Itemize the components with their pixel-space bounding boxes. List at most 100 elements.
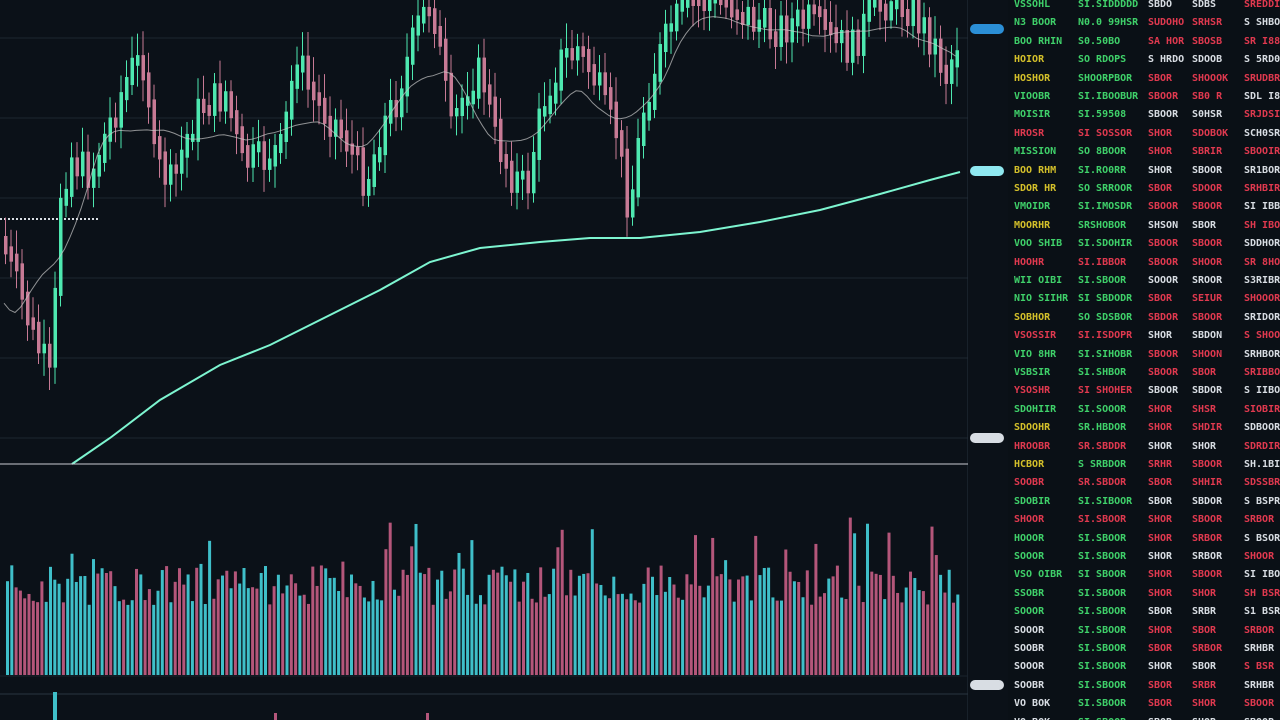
ticker-row[interactable]: SOOOR SI.SBOOR SBOR SRBR S1 BSR: [1008, 606, 1280, 624]
ticker-row[interactable]: HCBOR S SRBDOR SRHR SBOOR SH.1BIR: [1008, 459, 1280, 477]
volume-bar: [823, 593, 826, 675]
ticker-cell: SI SHOHER: [1078, 385, 1133, 397]
ticker-row[interactable]: VOO SHIB SI.SDOHIR SBOOR SBOOR SDDHOR: [1008, 238, 1280, 256]
candle-body: [763, 8, 767, 28]
ticker-row[interactable]: VIO 8HR SI.SIHOBR SBOOR SHOON SRHBOR: [1008, 349, 1280, 367]
volume-bar: [788, 571, 792, 675]
ticker-row[interactable]: HROOBR SR.SBDDR SHOR SHOR SDRDIR: [1008, 441, 1280, 459]
ticker-row[interactable]: SHOOR SI.SBOOR SHOR SBOOR SRBOR: [1008, 514, 1280, 532]
ticker-row[interactable]: BOO RHIN S0.50BO SA HOR SBOSB SR I888: [1008, 36, 1280, 54]
ticker-cell: SBDOR: [1192, 495, 1223, 507]
volume-bar: [835, 565, 839, 675]
ticker-row[interactable]: VSOSSIR SI.ISDOPR SHOR SBDON S SHOOR: [1008, 330, 1280, 348]
volume-bar: [754, 535, 758, 675]
volume-bar: [586, 573, 590, 675]
volume-bar: [775, 600, 779, 675]
marker-dot: [36, 218, 38, 220]
marker-dot: [8, 218, 10, 220]
volume-bar: [792, 581, 796, 675]
indicator-bar: [53, 692, 57, 720]
volume-bar: [681, 599, 685, 675]
ticker-row[interactable]: VSO OIBR SI SBOOR SHOR SBOOR SI IBOR: [1008, 569, 1280, 587]
candle-body: [477, 57, 481, 99]
lower-indicator-pane: [53, 692, 429, 720]
ticker-row[interactable]: SOBHOR SO SDSBOR SBDOR SBOOR SRIDOR: [1008, 312, 1280, 330]
ticker-row[interactable]: VMOIDR SI.IMOSDR SBOOR SBOOR SI IBBR: [1008, 201, 1280, 219]
volume-bar: [362, 597, 366, 675]
volume-bar: [689, 584, 693, 675]
ticker-cell: SRUDBR: [1244, 72, 1280, 84]
volume-bar: [229, 588, 233, 675]
candle-body: [361, 147, 365, 196]
ticker-row[interactable]: VSSOHL SI.SIDDDDD SBDO SDBS SREDDI: [1008, 0, 1280, 17]
ticker-row[interactable]: SDOR HR SO SRROOR SBOR SDOOR SRHBIR: [1008, 183, 1280, 201]
ticker-cell: SHSR: [1192, 403, 1217, 415]
ticker-row[interactable]: HOSHOR SHOORPBOR SBOR SHOOOK SRUDBR: [1008, 73, 1280, 91]
price-chart[interactable]: [0, 0, 1008, 720]
candle-body: [642, 112, 646, 147]
volume-bar: [651, 576, 654, 675]
ticker-cell: SBOOR: [1148, 109, 1179, 121]
candle-body: [229, 91, 233, 119]
ticker-cell: SHOR: [1148, 440, 1173, 452]
ticker-row[interactable]: SOOOR SI.SBOOR SHOR SBOR SRBOR: [1008, 625, 1280, 643]
volume-bar: [212, 598, 216, 675]
candle-body: [460, 97, 464, 117]
ticker-row[interactable]: MOISIR SI.59508 SBOOR S0HSR SRJDSIR: [1008, 109, 1280, 127]
ticker-cell: SBOSB: [1192, 35, 1223, 47]
candle-body: [218, 83, 222, 112]
ticker-cell: VSBSIR: [1014, 367, 1051, 378]
volume-bar: [801, 597, 805, 675]
ticker-row[interactable]: SDOHIIR SI.SOOOR SHOR SHSR SIOBIR: [1008, 404, 1280, 422]
ticker-row[interactable]: YSOSHR SI SHOHER SBOOR SBDOR S IIBOR: [1008, 385, 1280, 403]
ticker-cell: SRIDOR: [1244, 311, 1280, 323]
ticker-row[interactable]: SSOBR SI.SBOOR SHOR SHOR SH BSR: [1008, 588, 1280, 606]
ticker-cell: HOOHR: [1014, 256, 1045, 268]
volume-bar: [173, 581, 177, 675]
candle-body: [774, 31, 778, 47]
volume-bar: [466, 594, 470, 675]
ticker-row[interactable]: SDOBIR SI.SIBOOR SBOR SBDOR S BSPR: [1008, 496, 1280, 514]
ticker-cell: SBOOR: [1192, 569, 1223, 581]
ticker-row[interactable]: HOOOR SI.SBOOR SHOR SRBOR S BSOR: [1008, 533, 1280, 551]
ticker-row[interactable]: SOOOR SI.SBOOR SHOR SBOR S BSR: [1008, 661, 1280, 679]
volume-bar: [741, 576, 745, 675]
volume-bar: [921, 591, 925, 675]
price-axis[interactable]: [968, 0, 1008, 720]
ticker-row[interactable]: BOO RHM SI.RO0RR SHOR SBOOR SR1BOR: [1008, 165, 1280, 183]
ticker-cell: SBOR: [1148, 477, 1173, 489]
ticker-row[interactable]: HROSR SI SOSSOR SHOR SDOBOK SCH0SR: [1008, 128, 1280, 146]
ticker-row[interactable]: SOOBR SI.SBOOR SBOR SRBR SRHBR: [1008, 680, 1280, 698]
ticker-row[interactable]: SOOBR SR.SBDOR SBOR SHHIR SDSSBR: [1008, 477, 1280, 495]
marker-dot: [64, 218, 66, 220]
ticker-cell: SO RDOPS: [1078, 54, 1127, 66]
ticker-row[interactable]: SOOOR SI.SBOOR SHOR SRBOR SHOOR: [1008, 551, 1280, 569]
volume-bar: [294, 583, 298, 675]
ticker-row[interactable]: VIOOBR SI.IBOOBUR SBOOR SB0 R SDL I8R: [1008, 91, 1280, 109]
ticker-row[interactable]: VSBSIR SI.SHBOR SBOOR SBOR SRIBBOR: [1008, 367, 1280, 385]
ticker-row[interactable]: SOOBR SI.SBOOR SBOR SRBOR SRHBR: [1008, 643, 1280, 661]
ticker-row[interactable]: VO BOK SI.SBOOR SBOR SHOR SBOOR: [1008, 717, 1280, 720]
volume-bar: [784, 549, 788, 675]
ticker-row[interactable]: MISSION SO 8BOOR SHOR SBRIR SBOOIR: [1008, 146, 1280, 164]
candle-body: [312, 81, 316, 101]
ticker-row[interactable]: N3 BOOR N0.0 99HSR SUDOHO SRHSR S SHBOO: [1008, 17, 1280, 35]
ticker-cell: WII OIBI: [1014, 275, 1063, 286]
candle-body: [262, 141, 266, 170]
volume-bar: [6, 581, 9, 675]
volume-bar: [255, 588, 259, 675]
ticker-row[interactable]: HOOHR SI.IBBOR SBOOR SHOOR SR 8HOR: [1008, 257, 1280, 275]
ticker-row[interactable]: MOORHR SRSHOBOR SHSON SBOR SH IBOR: [1008, 220, 1280, 238]
candle-body: [757, 19, 761, 32]
ticker-row[interactable]: NIO SIIHR SI SBDODR SBOR SEIUR SHOOOR: [1008, 293, 1280, 311]
ticker-cell: SHHIR: [1192, 477, 1223, 489]
ticker-cell: SBDOR: [1148, 311, 1179, 323]
ticker-cell: SO SRROOR: [1078, 183, 1133, 194]
candle-body: [928, 17, 932, 55]
ticker-row[interactable]: WII OIBI SI.SBOOR SOOOR SROOR S3RIBR: [1008, 275, 1280, 293]
ticker-row[interactable]: HOIOR SO RDOPS S HRDO SDOOB S 5RD0: [1008, 54, 1280, 72]
ticker-row[interactable]: SDOOHR SR.HBDOR SHOR SHDIR SDBOOR: [1008, 422, 1280, 440]
chart-canvas[interactable]: [0, 0, 968, 720]
ticker-row[interactable]: VO BOK SI.SBOOR SBOR SHOR SBOOR: [1008, 698, 1280, 716]
candle-body: [59, 197, 63, 296]
